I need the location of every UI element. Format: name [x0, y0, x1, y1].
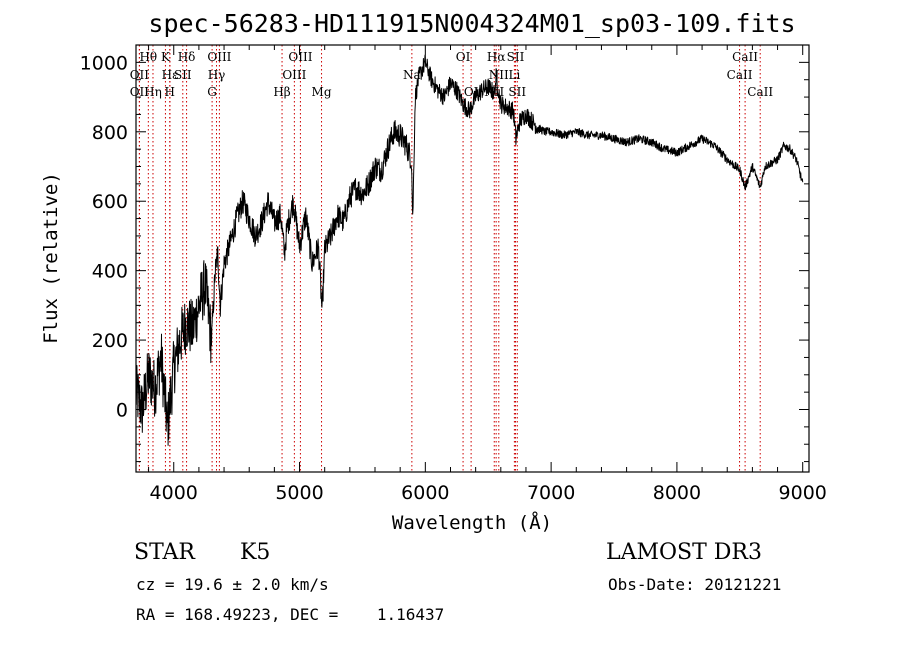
spectral-line-label: Hγ [208, 68, 226, 82]
spectral-line-label: OI [456, 50, 471, 64]
y-tick-label: 400 [92, 261, 128, 283]
object-class: STAR [134, 540, 195, 565]
x-tick-label: 9000 [779, 482, 827, 504]
spectral-line-label: OIII [207, 50, 231, 64]
spectral-line-label: Mg [312, 85, 332, 99]
spectral-line-label: G [207, 85, 217, 99]
x-tick-label: 8000 [653, 482, 701, 504]
x-tick-label: 4000 [150, 482, 198, 504]
chart-title: spec-56283-HD111915N004324M01_sp03-109.f… [148, 9, 795, 38]
spectral-line-label: H [164, 85, 174, 99]
spectral-line-label: Na [403, 68, 421, 82]
spectral-line-label: Hθ [139, 50, 157, 64]
x-tick-label: 6000 [401, 482, 449, 504]
spectral-line-label: Li [508, 68, 520, 82]
spectral-line-label: NII [484, 85, 504, 99]
spectral-line-label: CaII [727, 68, 753, 82]
redshift-value: cz = 19.6 ± 2.0 km/s [136, 575, 329, 594]
spectral-line-label: Hβ [273, 85, 290, 99]
observation-date: Obs-Date: 20121221 [608, 575, 782, 594]
coordinates: RA = 168.49223, DEC = 1.16437 [136, 605, 445, 624]
spectral-line-label: Hα [487, 50, 506, 64]
spectral-line-label: Hε [162, 68, 179, 82]
y-tick-label: 0 [116, 400, 128, 422]
spectral-lines-layer [138, 45, 761, 472]
x-tick-label: 7000 [527, 482, 575, 504]
y-tick-label: 600 [92, 191, 128, 213]
x-axis-label: Wavelength (Å) [392, 511, 552, 534]
y-tick-label: 800 [92, 122, 128, 144]
spectral-line-label: OII [130, 68, 150, 82]
spectral-line-label: K [161, 50, 171, 64]
spectral-line-label: SII [508, 85, 526, 99]
ticks-layer: 4000 5000 6000 7000 8000 9000 0 200 400 600 800 100… [80, 44, 827, 504]
spectral-line-label: OIII [282, 68, 306, 82]
spectral-line-label: Hη [144, 85, 162, 99]
spectral-line-label: OIII [288, 50, 312, 64]
spectral-line-label: NII [489, 68, 509, 82]
spectral-line-label: OII [130, 85, 150, 99]
spectral-line-label: CaII [747, 85, 773, 99]
y-tick-label: 200 [92, 330, 128, 352]
survey-name: LAMOST DR3 [606, 540, 762, 565]
spectral-line-label: SII [174, 68, 192, 82]
plot-frame [135, 44, 810, 473]
spectral-line-label: Hδ [178, 50, 196, 64]
spectral-line-label: CaII [732, 50, 758, 64]
object-subclass: K5 [240, 540, 271, 565]
spectral-line-label: OI [464, 85, 479, 99]
spectral-line-label: SII [507, 50, 525, 64]
spectrum-series-line [135, 54, 804, 446]
y-axis-label: Flux (relative) [40, 172, 62, 344]
x-tick-label: 5000 [275, 482, 323, 504]
y-tick-label: 1000 [80, 52, 128, 74]
spectrum-layer [135, 54, 804, 446]
